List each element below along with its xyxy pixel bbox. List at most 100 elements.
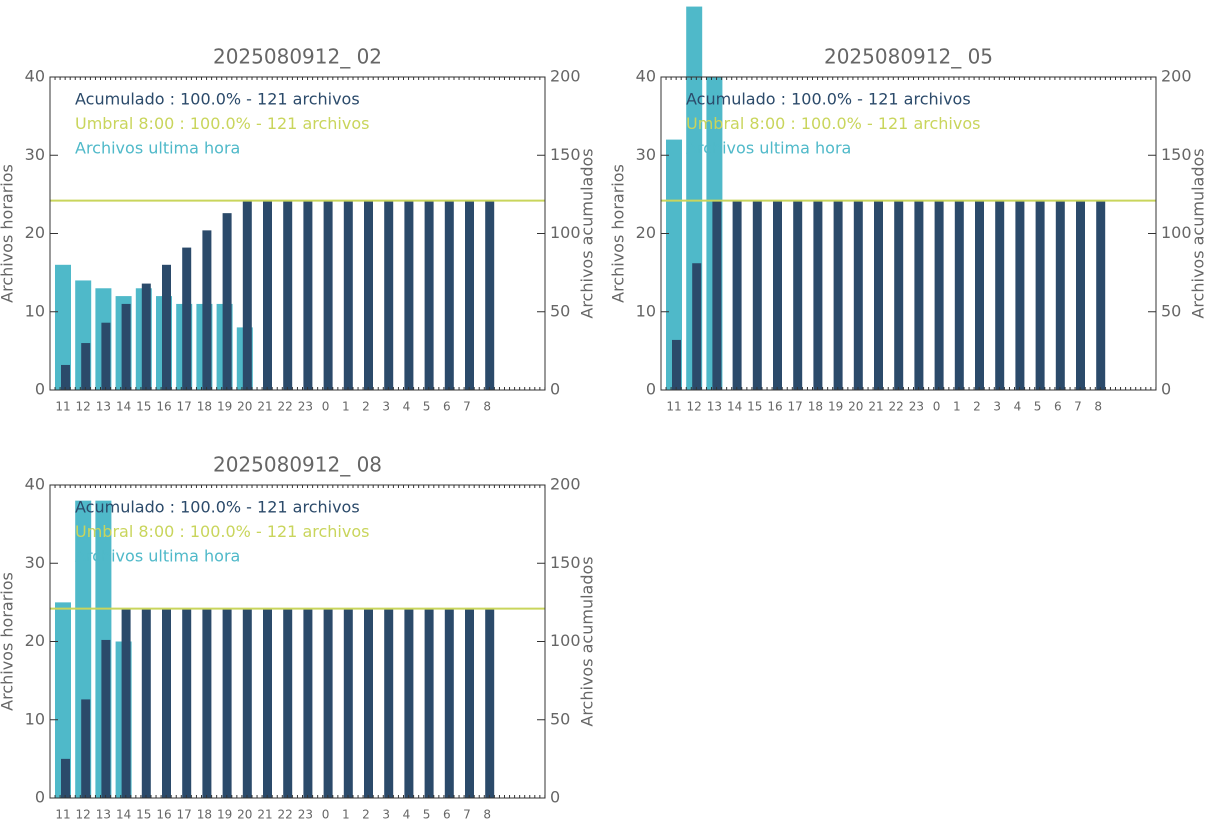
x-tick-label: 13 — [96, 808, 111, 820]
y2-axis-label: Archivos acumulados — [578, 556, 597, 726]
cumulative-bar — [141, 283, 151, 390]
y2-tick-label: 150 — [1161, 145, 1192, 164]
cumulative-bar — [1055, 200, 1065, 390]
cumulative-bar — [61, 758, 70, 798]
cumulative-bar — [712, 200, 722, 390]
x-tick-label: 16 — [156, 400, 171, 414]
x-tick-label: 21 — [868, 400, 883, 414]
cumulative-bar — [833, 200, 843, 390]
x-tick-label: 12 — [687, 400, 702, 414]
x-tick-label: 19 — [828, 400, 843, 414]
x-tick-label: 13 — [96, 400, 111, 414]
x-tick-label: 7 — [463, 808, 471, 820]
cumulative-bar — [384, 608, 394, 798]
x-tick-label: 4 — [403, 400, 411, 414]
hourly-bar — [666, 139, 682, 390]
x-tick-label: 14 — [116, 400, 131, 414]
y2-tick-label: 50 — [550, 709, 570, 728]
cumulative-bar — [874, 200, 883, 390]
chart-title: 2025080912_ 08 — [213, 453, 382, 477]
x-tick-label: 8 — [483, 400, 491, 414]
y-tick-label: 0 — [35, 788, 45, 807]
y2-tick-label: 200 — [1161, 67, 1192, 86]
y2-tick-label: 50 — [1161, 301, 1181, 320]
cumulative-bar — [995, 200, 1005, 390]
cumulative-bar — [323, 200, 333, 390]
y2-tick-label: 100 — [550, 223, 581, 242]
y2-tick-label: 0 — [550, 788, 560, 807]
x-tick-label: 8 — [483, 808, 491, 820]
cumulative-bar — [732, 200, 742, 390]
cumulative-bar — [242, 608, 252, 798]
x-tick-label: 2 — [973, 400, 981, 414]
cumulative-bar — [914, 200, 924, 390]
x-tick-label: 7 — [463, 400, 471, 414]
x-tick-label: 0 — [322, 808, 330, 820]
x-tick-label: 6 — [1054, 400, 1062, 414]
x-tick-label: 12 — [76, 400, 91, 414]
legend-entry: Umbral 8:00 : 100.0% - 121 archivos — [75, 114, 369, 133]
cumulative-bar — [793, 200, 803, 390]
y2-tick-label: 100 — [550, 631, 581, 650]
x-tick-label: 19 — [217, 400, 232, 414]
legend-entry: Archivos ultima hora — [75, 547, 240, 566]
x-tick-label: 1 — [342, 808, 350, 820]
y-tick-label: 10 — [25, 301, 45, 320]
y-tick-label: 10 — [636, 301, 656, 320]
x-tick-label: 11 — [666, 400, 681, 414]
x-tick-label: 23 — [298, 400, 313, 414]
x-tick-label: 1 — [342, 400, 350, 414]
cumulative-bar — [283, 200, 293, 390]
legend-entry: Archivos ultima hora — [686, 139, 851, 158]
chart-title: 2025080912_ 05 — [824, 45, 993, 69]
cumulative-bar — [343, 200, 353, 390]
y-tick-label: 0 — [646, 380, 656, 399]
y-tick-label: 20 — [25, 223, 45, 242]
cumulative-bar — [242, 200, 252, 390]
x-tick-label: 18 — [808, 400, 823, 414]
x-tick-label: 23 — [909, 400, 924, 414]
x-tick-label: 21 — [257, 808, 272, 820]
cumulative-bar — [283, 608, 293, 798]
legend-entry: Acumulado : 100.0% - 121 archivos — [75, 498, 360, 517]
x-tick-label: 23 — [298, 808, 313, 820]
legend-entry: Acumulado : 100.0% - 121 archivos — [75, 90, 360, 109]
cumulative-bar — [672, 339, 681, 390]
cumulative-bar — [182, 608, 192, 798]
x-tick-label: 2 — [362, 400, 370, 414]
y-axis-label: Archivos horarios — [609, 164, 628, 303]
x-tick-label: 19 — [217, 808, 232, 820]
x-tick-label: 3 — [382, 808, 390, 820]
x-tick-label: 2 — [362, 808, 370, 820]
x-tick-label: 20 — [848, 400, 863, 414]
y2-tick-label: 150 — [550, 553, 581, 572]
x-tick-label: 5 — [423, 400, 431, 414]
x-tick-label: 14 — [727, 400, 742, 414]
x-tick-label: 17 — [788, 400, 803, 414]
x-tick-label: 11 — [55, 400, 70, 414]
y-tick-label: 20 — [636, 223, 656, 242]
x-tick-label: 0 — [322, 400, 330, 414]
cumulative-bar — [162, 608, 171, 798]
x-tick-label: 3 — [993, 400, 1001, 414]
y2-tick-label: 0 — [550, 380, 560, 399]
cumulative-bar — [303, 200, 313, 390]
cumulative-bar — [934, 200, 944, 390]
x-tick-label: 3 — [382, 400, 390, 414]
hourly-bar — [55, 602, 71, 798]
x-tick-label: 18 — [197, 808, 212, 820]
cumulative-bar — [1096, 200, 1106, 390]
x-tick-label: 5 — [1034, 400, 1042, 414]
x-tick-label: 4 — [403, 808, 411, 820]
cumulative-bar — [343, 608, 353, 798]
legend-entry: Archivos ultima hora — [75, 139, 240, 158]
cumulative-bar — [81, 699, 91, 798]
x-tick-label: 11 — [55, 808, 70, 820]
y-tick-label: 0 — [35, 380, 45, 399]
x-tick-label: 12 — [76, 808, 91, 820]
cumulative-bar — [101, 322, 111, 390]
cumulative-bar — [485, 200, 495, 390]
cumulative-bar — [424, 608, 434, 798]
y-tick-label: 30 — [25, 145, 45, 164]
x-tick-label: 17 — [177, 808, 192, 820]
